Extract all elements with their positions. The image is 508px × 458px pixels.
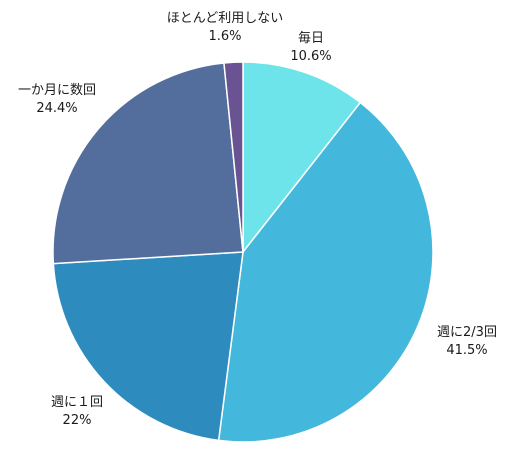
slice-value-label: 10.6% [290, 49, 331, 64]
pie-slices [52, 61, 434, 443]
slice-labels: 毎日 10.6% 週に2/3回 41.5% 週に１回 22% 一か月に数回 24.4% ほとんど… [18, 11, 497, 428]
pie-slice [52, 251, 244, 442]
pie-slice [223, 61, 244, 253]
pie-slice [217, 101, 434, 443]
slice-value-label: 24.4% [36, 101, 77, 116]
slice-category-label: 毎日 [298, 30, 324, 46]
slice-value-label: 22% [63, 413, 92, 428]
slice-category-label: 週に2/3回 [437, 325, 497, 340]
pie-slice [52, 62, 244, 265]
pie-slice [242, 61, 362, 255]
slice-category-label: ほとんど利用しない [167, 11, 284, 26]
slice-value-label: 1.6% [208, 29, 241, 44]
slice-value-label: 41.5% [446, 343, 487, 358]
slice-category-label: 一か月に数回 [18, 83, 96, 98]
slice-category-label: 週に１回 [51, 395, 103, 410]
